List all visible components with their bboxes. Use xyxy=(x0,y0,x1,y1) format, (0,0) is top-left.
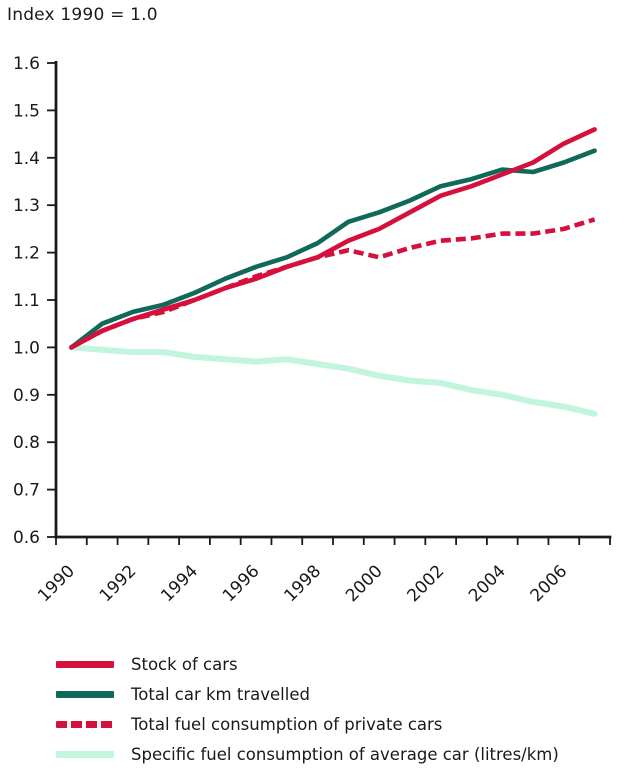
x-tick-label: 1996 xyxy=(219,561,264,606)
series-line-specific-fuel-consumption-of-average-car-litres-km xyxy=(68,344,598,417)
x-tick-label: 2000 xyxy=(342,561,387,606)
chart-title: Index 1990 = 1.0 xyxy=(7,5,158,25)
legend-item-total-car-km: Total car km travelled xyxy=(56,679,616,709)
legend-label: Stock of cars xyxy=(131,654,238,674)
x-tick-label: 2004 xyxy=(465,561,510,606)
x-tick-label: 2006 xyxy=(527,561,572,606)
y-tick-label: 0.7 xyxy=(13,481,40,501)
y-tick-label: 1.3 xyxy=(13,196,40,216)
legend-item-stock-of-cars: Stock of cars xyxy=(56,649,616,679)
legend-swatch-dashed-red xyxy=(56,720,114,728)
y-tick-label: 1.1 xyxy=(13,291,40,311)
chart-legend: Stock of cars Total car km travelled Tot… xyxy=(56,649,616,768)
series-line-total-fuel-consumption-of-private-cars xyxy=(70,217,596,350)
y-tick-label: 1.5 xyxy=(13,101,40,121)
x-tick-label: 1994 xyxy=(157,561,202,606)
y-tick-label: 0.8 xyxy=(13,433,40,453)
legend-item-specific-fuel-consumption: Specific fuel consumption of average car… xyxy=(56,739,616,768)
legend-swatch-solid-red xyxy=(56,660,114,668)
x-tick-label: 2002 xyxy=(404,561,449,606)
legend-label: Specific fuel consumption of average car… xyxy=(131,744,559,764)
x-tick-label: 1992 xyxy=(96,561,141,606)
legend-item-total-fuel-consumption: Total fuel consumption of private cars xyxy=(56,709,616,739)
x-tick-label: 1990 xyxy=(34,561,79,606)
y-tick-label: 1.0 xyxy=(13,338,40,358)
legend-label: Total fuel consumption of private cars xyxy=(131,714,443,734)
y-tick-label: 1.4 xyxy=(13,149,40,169)
legend-swatch-solid-mint xyxy=(56,750,114,758)
y-tick-label: 0.9 xyxy=(13,386,40,406)
y-tick-label: 1.6 xyxy=(13,54,40,74)
series-line-stock-of-cars xyxy=(69,127,597,350)
x-tick-label: 1998 xyxy=(280,561,325,606)
y-tick-label: 1.2 xyxy=(13,244,40,264)
legend-swatch-solid-teal xyxy=(56,690,114,698)
line-chart: 0.6 0.7 0.8 0.9 1.0 1.1 1.2 1.3 1.4 1.5 1.6 1990 199… xyxy=(13,54,612,606)
y-tick-label: 0.6 xyxy=(13,528,40,548)
legend-label: Total car km travelled xyxy=(131,684,310,704)
